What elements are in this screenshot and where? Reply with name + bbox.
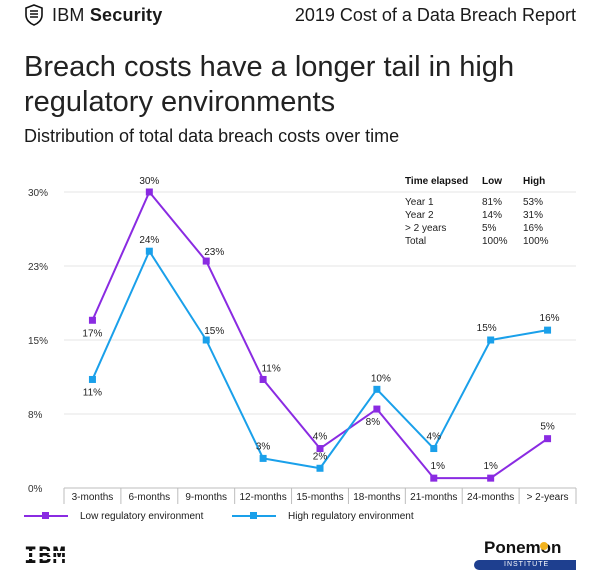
data-point [487,474,495,482]
y-tick-label: 15% [28,336,48,347]
ponemon-name: Ponemon [484,538,562,557]
table-cell: > 2 years [405,223,446,234]
data-point [259,454,267,462]
table-header: Low [482,176,502,187]
x-tick-label: 12-months [239,492,286,503]
table-cell: 14% [482,210,502,221]
table-cell: 5% [482,223,497,234]
ponemon-bar [474,560,576,570]
ponemon-logo: Ponemon INSTITUTE [474,538,576,572]
data-label: 17% [82,328,102,339]
data-label: 2% [313,451,328,462]
data-point [145,247,153,255]
table-cell: Total [405,236,426,247]
data-label: 23% [204,247,224,258]
table-cell: 53% [523,197,543,208]
chart-subtitle: Distribution of total data breach costs … [24,126,400,146]
data-label: 24% [139,235,159,246]
legend-swatch-high [232,510,276,522]
brand-text: IBM Security [52,5,162,26]
legend-swatch-low [24,510,68,522]
data-point [316,464,324,472]
line-chart: 0% 8% 15% 23% 30% 3-months 6-months 9-months 12-… [28,176,577,504]
data-point [88,375,96,383]
ibm-logo: IBM [24,544,67,569]
data-point [487,336,495,344]
data-label: 11% [261,363,280,374]
data-label: 16% [540,313,560,324]
data-point [202,336,210,344]
data-label: 5% [540,422,555,433]
shield-icon [25,4,43,26]
x-tick-label: 18-months [353,492,400,503]
data-label-layer: 17% 30% 23% 11% 4% 8% 1% 1% 5% 11% 24% 15% 3% 2% 10% 4%… [82,176,559,472]
x-tick-label: 15-months [296,492,343,503]
data-point [544,435,552,443]
table-header: Time elapsed [405,176,468,187]
x-tick-label: 6-months [128,492,170,503]
x-tick-label: 24-months [467,492,514,503]
data-point [430,445,438,453]
data-point [430,474,438,482]
data-point [544,326,552,334]
table-cell: Year 2 [405,210,434,221]
data-point [373,405,381,413]
data-point [88,316,96,324]
data-label: 1% [431,461,446,472]
series-layer [88,188,552,482]
data-label: 4% [313,432,328,443]
table-cell: 81% [482,197,502,208]
x-tick-label: > 2-years [527,492,569,503]
data-label: 8% [366,417,381,428]
data-point [373,385,381,393]
table-cell: 31% [523,210,543,221]
data-point [316,445,324,453]
y-tick-label: 8% [28,410,43,421]
data-label: 11% [83,387,102,398]
summary-table: Time elapsed Low High Year 1 81% 53% Year 2 14%… [405,176,549,247]
legend-label-high: High regulatory environment [288,510,414,522]
data-point [202,257,210,265]
ibm-security-brand: IBM Security [24,4,162,26]
ponemon-dot-icon [540,542,548,550]
legend-item-low: Low regulatory environment [24,510,203,522]
data-label: 15% [204,326,224,337]
table-header: High [523,176,545,187]
data-point [259,375,267,383]
x-tick-label: 21-months [410,492,457,503]
axis-layer: 0% 8% 15% 23% 30% 3-months 6-months 9-months 12-… [28,188,577,504]
table-cell: 100% [482,236,508,247]
data-point [145,188,153,196]
ponemon-sub: INSTITUTE [504,561,550,568]
x-tick-label: 3-months [72,492,114,503]
y-tick-label: 23% [28,262,48,273]
data-label: 4% [427,432,442,443]
legend-item-high: High regulatory environment [232,510,414,522]
data-label: 10% [371,373,391,384]
page-title: Breach costs have a longer tail in high … [24,51,515,118]
legend-label-low: Low regulatory environment [80,510,204,522]
data-label: 1% [483,461,498,472]
report-header: IBM Security 2019 Cost of a Data Breach … [0,0,600,32]
data-label: 3% [256,441,271,452]
table-cell: 100% [523,236,549,247]
chart-legend: Low regulatory environment High regulato… [0,510,600,536]
brand-bold: Security [89,4,163,25]
brand-prefix: IBM [52,4,90,25]
y-tick-label: 0% [28,484,43,495]
data-label: 15% [477,323,497,334]
table-cell: Year 1 [405,197,434,208]
x-tick-label: 9-months [185,492,227,503]
y-tick-label: 30% [28,188,48,199]
report-title: 2019 Cost of a Data Breach Report [294,5,576,25]
data-label: 30% [139,176,159,187]
table-cell: 16% [523,223,543,234]
